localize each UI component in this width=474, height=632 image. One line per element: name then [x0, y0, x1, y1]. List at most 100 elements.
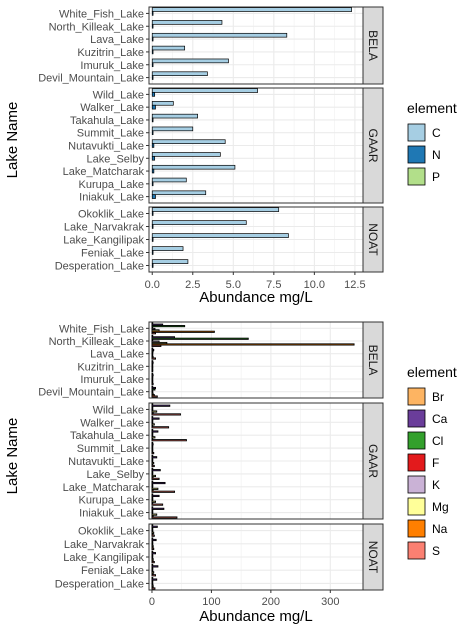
y-tick-label: White_Fish_Lake: [59, 8, 144, 20]
y-tick-label: Okoklik_Lake: [78, 526, 144, 538]
x-axis-title: Abundance mg/L: [199, 289, 312, 306]
y-tick-label: Lava_Lake: [90, 349, 144, 361]
bar-Takahula_Lake-C: [151, 113, 198, 119]
bar-Kurupa_Lake-S: [151, 503, 164, 506]
bar-Wild_Lake-Mg: [151, 410, 158, 413]
bar-Desperation_Lake-Ca: [151, 578, 158, 581]
y-tick-label: Nutavukti_Lake: [68, 456, 144, 468]
panel-background: [149, 322, 363, 398]
y-tick-label: Lava_Lake: [90, 34, 144, 46]
y-tick-label: Imuruk_Lake: [80, 374, 144, 386]
bar-Walker_Lake-C: [151, 101, 174, 106]
legend: element Br Ca Cl FK Mg Na S: [407, 364, 457, 560]
bar-Iniakuk_Lake-S: [151, 516, 178, 519]
bar-Lake_Matcharak-S: [151, 490, 176, 493]
y-tick-label: Lake_Narvakrak: [64, 222, 145, 234]
legend-key: [407, 541, 426, 560]
bar-Lake_Selby-C: [151, 152, 221, 157]
legend-label: P: [432, 170, 440, 184]
y-tick-label: Imuruk_Lake: [80, 60, 144, 72]
bar-North_Killeak_Lake-Cl: [151, 337, 249, 340]
bar-Imuruk_Lake-S: [151, 382, 154, 385]
legend-key: [407, 167, 426, 186]
y-tick-label: North_Killeak_Lake: [49, 336, 144, 348]
bar-Lake_Narvakrak-Ca: [151, 538, 157, 542]
y-tick-label: Iniakuk_Lake: [79, 192, 144, 204]
bar-Lake_Kangilipak-N: [151, 237, 154, 242]
bar-White_Fish_Lake-N: [151, 11, 154, 16]
bar-Desperation_Lake-C: [151, 259, 189, 264]
bar-Lake_Kangilipak-Ca: [151, 552, 156, 555]
x-tick-label: 7.5: [266, 279, 281, 291]
legend-key: [407, 519, 426, 538]
bar-Lake_Selby-N: [151, 156, 156, 161]
facet-strip-label: BELA: [366, 30, 380, 61]
bar-Takahula_Lake-Mg: [151, 436, 156, 439]
bar-Lake_Selby-Mg: [151, 474, 156, 478]
facet-strip-label: NOAT: [366, 223, 380, 256]
x-tick-label: 5.0: [226, 279, 241, 291]
facet-strip: [362, 6, 384, 85]
legend-key: [407, 409, 426, 428]
bar-Devil_Mountain_Lake-C: [151, 71, 208, 77]
bar-Feniak_Lake-Ca: [151, 565, 159, 568]
y-axis-title: Lake Name: [4, 102, 21, 179]
bar-Devil_Mountain_Lake-N: [151, 75, 154, 80]
legend-label: C: [432, 126, 441, 140]
bar-Imuruk_Lake-C: [151, 58, 229, 64]
bar-Kurupa_Lake-Ca: [151, 494, 160, 498]
y-tick-label: Feniak_Lake: [81, 248, 144, 260]
bar-Summit_Lake-S: [151, 452, 155, 455]
bar-Lava_Lake-N: [151, 36, 154, 42]
y-tick-label: Wild_Lake: [93, 404, 144, 416]
y-tick-label: Kuzitrin_Lake: [77, 361, 144, 373]
bar-Lake_Matcharak-C: [151, 164, 236, 170]
bar-Kuzitrin_Lake-N: [151, 49, 154, 55]
bar-Desperation_Lake-N: [151, 263, 154, 268]
legend-label: Br: [432, 390, 444, 404]
y-tick-label: North_Killeak_Lake: [49, 21, 144, 33]
bar-North_Killeak_Lake-S: [151, 344, 162, 347]
y-tick-label: Kuzitrin_Lake: [77, 47, 144, 59]
legend-label: Mg: [432, 500, 449, 514]
bar-Lake_Matcharak-Mg: [151, 487, 159, 490]
x-tick-label: 2.5: [185, 279, 200, 291]
x-tick-label: 0: [149, 596, 155, 608]
y-tick-label: Summit_Lake: [77, 443, 144, 455]
y-axis-title: Lake Name: [4, 418, 21, 495]
facet-panel-noat: Okoklik_LakeLake_NarvakrakLake_Kangilipa…: [55, 206, 384, 273]
legend-key: [407, 123, 426, 142]
y-tick-label: Kurupa_Lake: [79, 179, 144, 191]
legend-key: [407, 387, 426, 406]
legend-label: Cl: [432, 434, 443, 448]
legend-label: F: [432, 456, 439, 470]
bar-Lake_Narvakrak-C: [151, 220, 247, 225]
bar-Lake_Matcharak-Ca: [151, 481, 166, 485]
bar-North_Killeak_Lake-Na: [151, 343, 355, 346]
bar-Okoklik_Lake-S: [151, 534, 155, 537]
bar-Feniak_Lake-C: [151, 246, 184, 251]
facet-strip: [362, 523, 384, 591]
bar-Feniak_Lake-N: [151, 250, 154, 255]
bar-Wild_Lake-C: [151, 88, 258, 93]
facet-strip: [362, 321, 384, 399]
y-tick-label: Iniakuk_Lake: [79, 508, 144, 520]
y-tick-label: Desperation_Lake: [55, 578, 144, 590]
facet-panel-bela: White_Fish_LakeNorth_Killeak_LakeLava_La…: [38, 321, 384, 399]
bar-Wild_Lake-N: [151, 92, 156, 97]
facet-panel-noat: Okoklik_LakeLake_NarvakrakLake_Kangilipa…: [55, 523, 384, 591]
bar-Wild_Lake-Ca: [151, 404, 171, 407]
legend-key: [407, 497, 426, 516]
bar-Iniakuk_Lake-N: [151, 194, 156, 199]
bar-Kurupa_Lake-N: [151, 181, 154, 187]
y-tick-label: Kurupa_Lake: [79, 495, 144, 507]
facet-strip: [362, 206, 384, 273]
bar-Iniakuk_Lake-Ca: [151, 507, 165, 510]
bar-Lake_Kangilipak-S: [151, 561, 155, 564]
bar-White_Fish_Lake-C: [151, 7, 353, 12]
bar-Kurupa_Lake-C: [151, 177, 187, 183]
bar-Lake_Matcharak-N: [151, 168, 155, 174]
legend-label: K: [432, 478, 440, 492]
y-tick-label: Devil_Mountain_Lake: [38, 73, 144, 85]
